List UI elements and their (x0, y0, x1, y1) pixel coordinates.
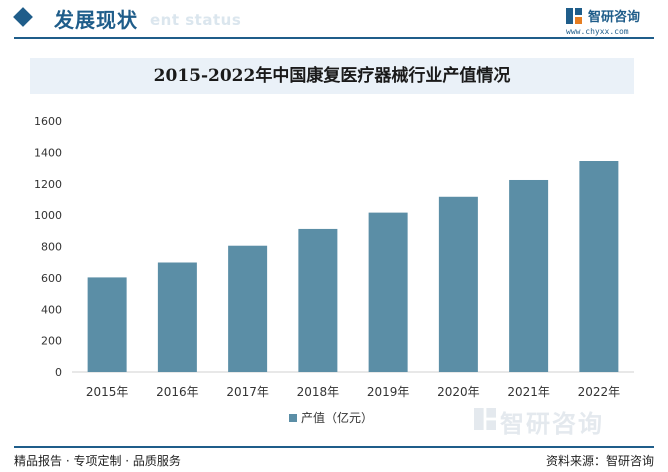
bar (438, 196, 478, 372)
bar-chart: 0 200 400 600 800 1000 1200 1400 1600 2015年 2016年 2… (34, 115, 634, 425)
bar (509, 179, 549, 372)
y-tick-label: 0 (55, 366, 62, 379)
header-divider (14, 37, 654, 39)
x-tick-label: 2020年 (437, 385, 480, 399)
data-source: 资料来源：智研咨询 (545, 454, 654, 468)
watermark-logo-icon (474, 408, 496, 430)
bar (157, 262, 197, 372)
y-tick-label: 800 (41, 241, 62, 254)
section-subtitle: ent status (150, 11, 242, 29)
legend-label: 产值（亿元） (301, 410, 373, 425)
chart-title: 2015-2022年中国康复医疗器械行业产值情况 (153, 66, 511, 86)
y-tick-label: 1000 (34, 209, 62, 222)
brand-name: 智研咨询 (588, 10, 641, 25)
bar (579, 161, 619, 372)
y-tick-label: 1400 (34, 146, 62, 159)
y-tick-label: 1200 (34, 178, 62, 191)
x-tick-label: 2015年 (86, 385, 129, 399)
watermark-brand: 智研咨询 (500, 410, 604, 438)
legend-swatch (289, 414, 297, 422)
x-tick-label: 2022年 (578, 385, 621, 399)
x-tick-label: 2019年 (367, 385, 410, 399)
bar (298, 228, 338, 372)
bar (87, 277, 127, 372)
brand-logo-icon (566, 8, 582, 24)
footer-slogan: 精品报告 · 专项定制 · 品质服务 (14, 454, 181, 468)
footer-divider (14, 446, 654, 448)
bar (228, 245, 268, 372)
y-tick-label: 600 (41, 272, 62, 285)
x-tick-label: 2016年 (156, 385, 199, 399)
bar (368, 212, 408, 372)
x-tick-label: 2017年 (226, 385, 269, 399)
report-header: 发展现状 ent status 智研咨询 www.chyxx.com (0, 0, 668, 40)
x-tick-label: 2018年 (297, 385, 340, 399)
y-tick-label: 200 (41, 335, 62, 348)
section-title: 发展现状 (54, 8, 138, 32)
y-tick-label: 400 (41, 303, 62, 316)
y-tick-label: 1600 (34, 115, 62, 128)
brand-url: www.chyxx.com (566, 27, 629, 36)
x-tick-label: 2021年 (507, 385, 550, 399)
chart-title-band: 2015-2022年中国康复医疗器械行业产值情况 (30, 58, 634, 94)
